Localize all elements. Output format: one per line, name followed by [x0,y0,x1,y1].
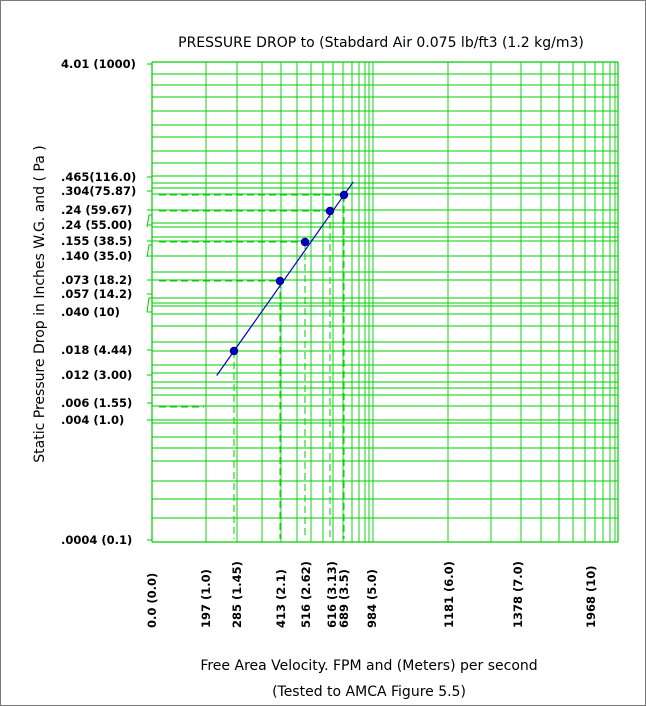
y-tick-label: .040 (10) [61,305,120,319]
y-tick-label: .012 (3.00) [61,368,132,382]
x-tick-label: 197 (1.0) [199,569,213,628]
y-tick-label: .24 (55.00) [61,218,132,232]
y-tick-label: .155 (38.5) [61,234,132,248]
x-tick-group: 689 (3.5) [337,569,351,628]
data-point [325,206,335,216]
x-tick-group: 1968 (10) [584,565,598,628]
x-tick-group: 197 (1.0) [199,569,213,628]
x-tick-label: 689 (3.5) [337,569,351,628]
data-point [339,190,349,200]
x-axis-label: Free Area Velocity. FPM and (Meters) per… [200,658,537,674]
y-label-bracket [146,244,152,258]
y-label-bracket [146,297,152,313]
series-layer [216,181,354,376]
x-tick-group: 516 (2.62) [299,561,313,628]
x-tick-group: 413 (2.1) [274,569,288,628]
x-axis-label-2: (Tested to AMCA Figure 5.5) [272,684,466,700]
data-point [300,237,310,247]
y-label-bracket [146,214,152,228]
y-tick-label: .018 (4.44) [61,343,132,357]
x-tick-group: 616 (3.13) [325,561,339,628]
x-tick-group: 285 (1.45) [230,561,244,628]
y-tick-labels: 4.01 (1000) .465(116.0).304(75.87) .24 (59… [61,57,136,547]
y-tick-label: .304(75.87) [61,184,136,198]
y-tick-label: .465(116.0) [61,170,136,184]
y-tick-label: .057 (14.2) [61,287,132,301]
y-tick-label: .0004 (0.1) [61,533,132,547]
chart-title: PRESSURE DROP to (Stabdard Air 0.075 lb/… [178,35,584,51]
x-tick-label: 285 (1.45) [230,561,244,628]
y-axis-label: Static Pressure Drop in Inches W.G. and … [32,145,48,462]
x-tick-label: 1181 (6.0) [442,561,456,628]
x-tick-label: 413 (2.1) [274,569,288,628]
x-tick-label: 516 (2.62) [299,561,313,628]
y-tick-label: .24 (59.67) [61,203,132,217]
guide-layer [159,194,345,539]
x-tick-label: 1378 (7.0) [511,561,525,628]
x-tick-label: 984 (5.0) [365,569,379,628]
x-tick-group: 0.0 (0.0) [145,573,159,628]
x-tick-label: 1968 (10) [584,565,598,628]
y-tick-label: .073 (18.2) [61,273,132,287]
x-tick-labels: 0.0 (0.0) 197 (1.0) 285 (1.45) 413 (2.1) 516… [145,561,598,628]
data-point [275,276,285,286]
x-tick-label: 0.0 (0.0) [145,573,159,628]
x-tick-group: 1181 (6.0) [442,561,456,628]
x-tick-group: 984 (5.0) [365,569,379,628]
grid-layer [146,61,619,543]
data-point [229,346,239,356]
x-tick-label: 616 (3.13) [325,561,339,628]
y-tick-label: .006 (1.55) [61,396,132,410]
y-tick-label: .140 (35.0) [61,249,132,263]
x-tick-group: 1378 (7.0) [511,561,525,628]
y-tick-label: 4.01 (1000) [61,57,136,71]
y-tick-label: .004 (1.0) [61,413,124,427]
